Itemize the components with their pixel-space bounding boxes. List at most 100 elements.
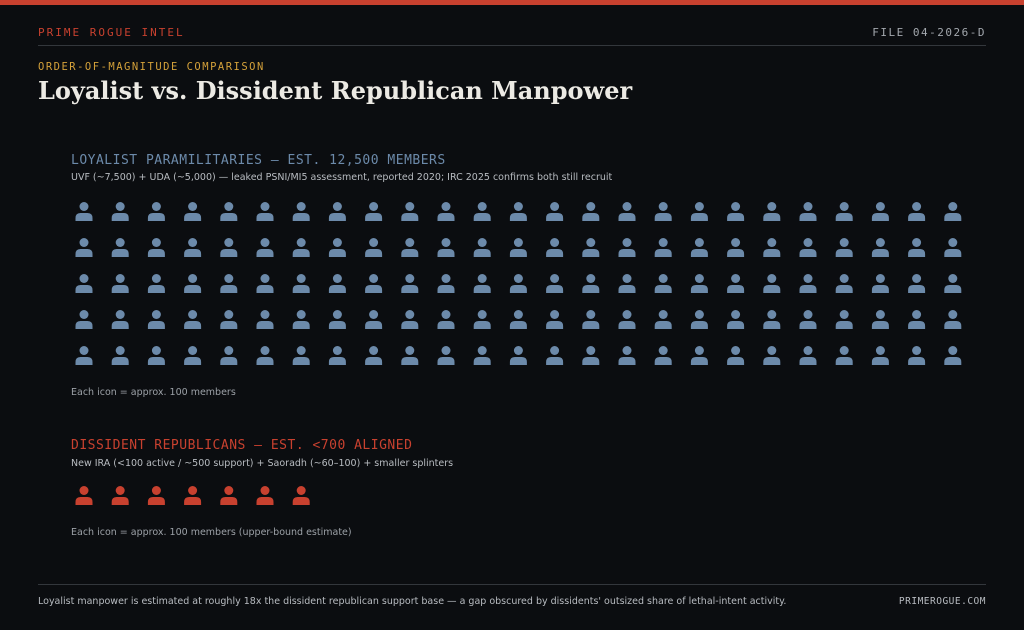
loyalist-member-icon — [908, 238, 926, 257]
loyalist-member-icon — [111, 202, 129, 221]
loyalist-member-icon — [328, 202, 346, 221]
loyalist-member-icon — [799, 202, 817, 221]
loyalist-member-icon — [690, 310, 708, 329]
loyalist-member-icon — [799, 238, 817, 257]
loyalist-member-icon — [690, 346, 708, 365]
loyalist-member-icon — [763, 274, 781, 293]
loyalist-member-icon — [75, 274, 93, 293]
loyalist-member-icon — [220, 346, 238, 365]
loyalist-member-icon — [147, 202, 165, 221]
loyalist-member-icon — [256, 346, 274, 365]
loyalist-member-icon — [618, 274, 636, 293]
loyalist-member-icon — [690, 274, 708, 293]
loyalist-member-icon — [546, 346, 564, 365]
loyalist-member-icon — [473, 238, 491, 257]
loyalist-member-icon — [871, 238, 889, 257]
dissident-member-icon — [111, 486, 129, 505]
dissident-subtitle: New IRA (<100 active / ~500 support) + S… — [71, 458, 454, 469]
footer-divider — [38, 584, 986, 585]
loyalist-member-icon — [871, 274, 889, 293]
dissident-member-icon — [220, 486, 238, 505]
loyalist-member-icon — [292, 238, 310, 257]
loyalist-member-icon — [328, 346, 346, 365]
loyalist-member-icon — [365, 310, 383, 329]
loyalist-member-icon — [727, 202, 745, 221]
loyalist-member-icon — [944, 274, 962, 293]
loyalist-member-icon — [908, 310, 926, 329]
loyalist-member-icon — [328, 238, 346, 257]
loyalist-member-icon — [908, 202, 926, 221]
loyalist-member-icon — [509, 310, 527, 329]
loyalist-member-icon — [147, 346, 165, 365]
loyalist-member-icon — [292, 202, 310, 221]
loyalist-member-icon — [401, 238, 419, 257]
loyalist-member-icon — [546, 202, 564, 221]
loyalist-member-icon — [690, 202, 708, 221]
loyalist-member-icon — [618, 202, 636, 221]
loyalist-member-icon — [401, 346, 419, 365]
loyalist-member-icon — [328, 310, 346, 329]
loyalist-member-icon — [75, 202, 93, 221]
loyalist-member-icon — [401, 202, 419, 221]
loyalist-member-icon — [799, 274, 817, 293]
loyalist-member-icon — [256, 274, 274, 293]
loyalist-member-icon — [944, 310, 962, 329]
loyalist-member-icon — [184, 274, 202, 293]
brand-label: PRIME ROGUE INTEL — [38, 26, 185, 39]
dissident-member-icon — [256, 486, 274, 505]
loyalist-member-icon — [618, 310, 636, 329]
loyalist-member-icon — [401, 310, 419, 329]
header-divider — [38, 45, 986, 46]
loyalist-member-icon — [835, 310, 853, 329]
footer-note: Loyalist manpower is estimated at roughl… — [38, 596, 787, 607]
loyalist-member-icon — [184, 202, 202, 221]
loyalist-member-icon — [75, 310, 93, 329]
loyalist-member-icon — [473, 310, 491, 329]
loyalist-member-icon — [256, 310, 274, 329]
loyalist-member-icon — [256, 238, 274, 257]
loyalist-member-icon — [184, 310, 202, 329]
top-accent-bar — [0, 0, 1024, 5]
loyalist-member-icon — [365, 238, 383, 257]
loyalist-member-icon — [727, 274, 745, 293]
loyalist-member-icon — [220, 274, 238, 293]
loyalist-member-icon — [618, 346, 636, 365]
loyalist-member-icon — [75, 346, 93, 365]
loyalist-member-icon — [147, 238, 165, 257]
loyalist-member-icon — [437, 238, 455, 257]
loyalist-member-icon — [727, 238, 745, 257]
loyalist-member-icon — [220, 238, 238, 257]
loyalist-member-icon — [871, 310, 889, 329]
loyalist-member-icon — [365, 346, 383, 365]
loyalist-member-icon — [763, 202, 781, 221]
loyalist-member-icon — [473, 202, 491, 221]
loyalist-member-icon — [546, 310, 564, 329]
loyalist-member-icon — [871, 202, 889, 221]
loyalist-member-icon — [908, 274, 926, 293]
loyalist-member-icon — [763, 346, 781, 365]
dissident-heading: DISSIDENT REPUBLICANS — EST. <700 ALIGNE… — [71, 438, 413, 453]
file-id: FILE 04-2026-D — [872, 26, 986, 39]
loyalist-member-icon — [582, 238, 600, 257]
loyalist-member-icon — [111, 274, 129, 293]
loyalist-member-icon — [654, 310, 672, 329]
loyalist-member-icon — [799, 346, 817, 365]
loyalist-member-icon — [184, 346, 202, 365]
loyalist-member-icon — [111, 346, 129, 365]
loyalist-member-icon — [437, 274, 455, 293]
dissident-member-icon — [147, 486, 165, 505]
loyalist-member-icon — [654, 274, 672, 293]
loyalist-member-icon — [292, 346, 310, 365]
dissident-member-icon — [292, 486, 310, 505]
loyalist-member-icon — [328, 274, 346, 293]
loyalist-member-icon — [944, 202, 962, 221]
dissident-legend-note: Each icon = approx. 100 members (upper-b… — [71, 527, 352, 538]
loyalist-member-icon — [256, 202, 274, 221]
loyalist-icon-group — [75, 202, 962, 365]
loyalist-member-icon — [835, 274, 853, 293]
loyalist-member-icon — [654, 238, 672, 257]
loyalist-member-icon — [509, 238, 527, 257]
loyalist-member-icon — [654, 202, 672, 221]
loyalist-member-icon — [473, 274, 491, 293]
